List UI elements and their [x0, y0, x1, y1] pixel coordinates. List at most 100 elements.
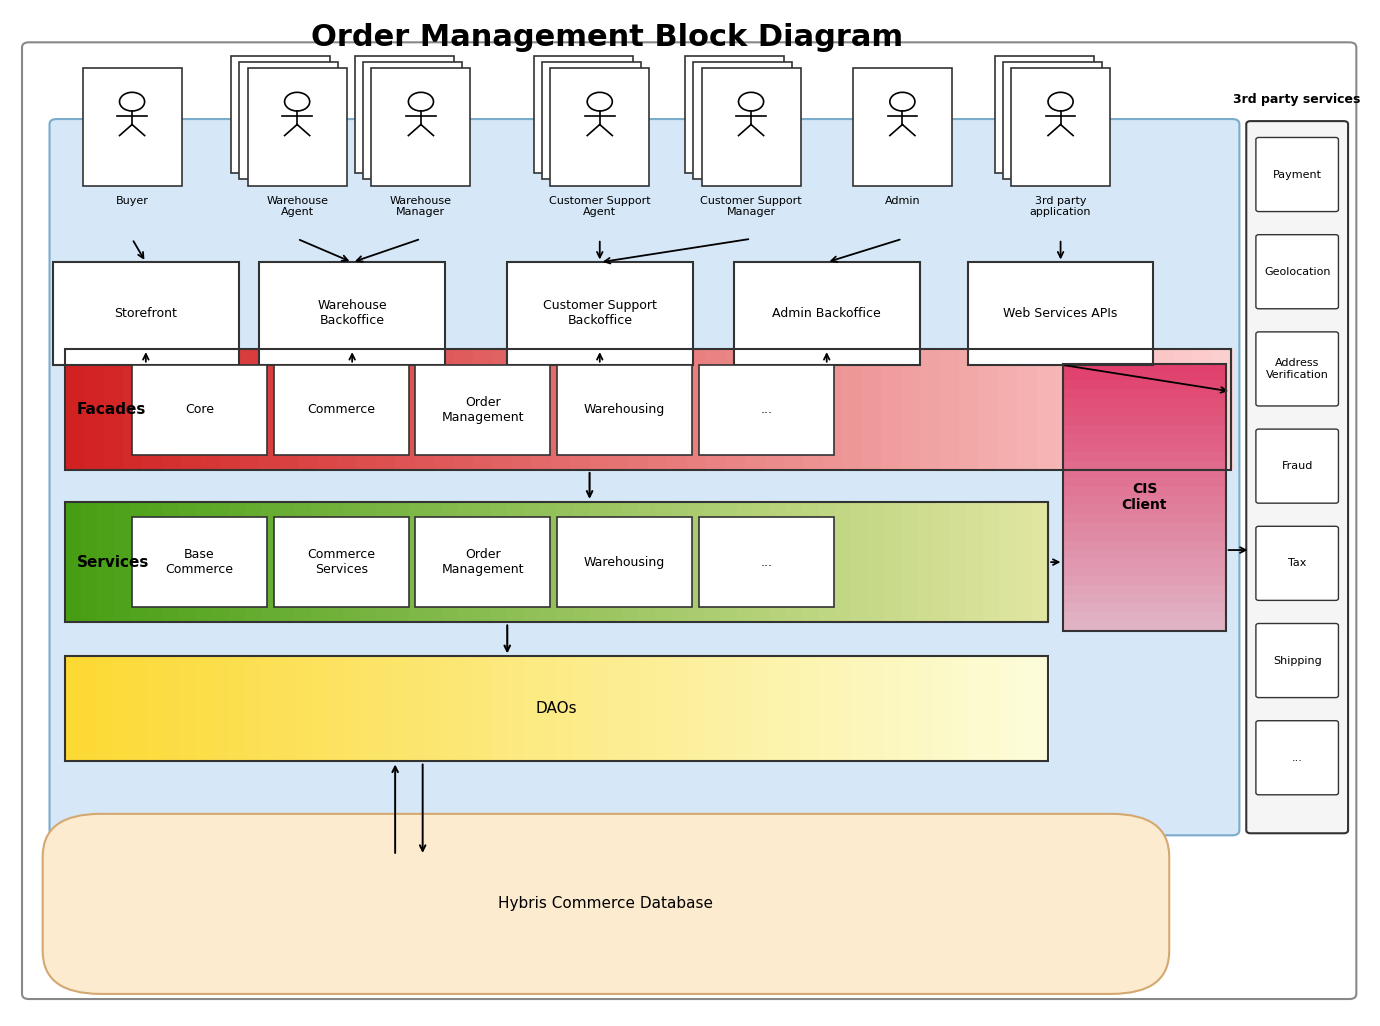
- FancyBboxPatch shape: [551, 68, 649, 186]
- Bar: [435, 349, 455, 470]
- FancyBboxPatch shape: [132, 517, 266, 607]
- Text: Commerce
Services: Commerce Services: [308, 548, 375, 577]
- Bar: [720, 657, 738, 760]
- Bar: [196, 502, 214, 623]
- Bar: [298, 349, 319, 470]
- Bar: [395, 349, 415, 470]
- Bar: [1064, 531, 1225, 542]
- Bar: [978, 349, 999, 470]
- Bar: [375, 349, 396, 470]
- Text: Admin: Admin: [885, 196, 920, 206]
- Bar: [277, 657, 295, 760]
- Bar: [229, 657, 247, 760]
- FancyBboxPatch shape: [259, 263, 444, 364]
- Bar: [1212, 349, 1232, 470]
- Bar: [940, 349, 960, 470]
- Bar: [531, 349, 552, 470]
- FancyBboxPatch shape: [698, 517, 834, 607]
- Bar: [1173, 349, 1194, 470]
- Bar: [704, 657, 722, 760]
- Bar: [360, 657, 378, 760]
- Bar: [179, 502, 197, 623]
- Text: Buyer: Buyer: [116, 196, 149, 206]
- Bar: [787, 657, 803, 760]
- Bar: [1064, 470, 1225, 479]
- FancyBboxPatch shape: [247, 68, 346, 186]
- Bar: [113, 657, 131, 760]
- FancyBboxPatch shape: [1003, 62, 1101, 180]
- Bar: [344, 502, 362, 623]
- Text: ...: ...: [1292, 753, 1303, 762]
- Bar: [392, 657, 410, 760]
- Text: Geolocation: Geolocation: [1264, 267, 1330, 277]
- Bar: [327, 502, 345, 623]
- Bar: [770, 657, 788, 760]
- Bar: [1064, 611, 1225, 622]
- Text: Tax: Tax: [1288, 558, 1307, 568]
- Bar: [753, 657, 771, 760]
- Bar: [639, 502, 656, 623]
- Bar: [442, 502, 460, 623]
- Bar: [1064, 416, 1225, 426]
- Bar: [765, 349, 785, 470]
- Bar: [999, 502, 1017, 623]
- Bar: [294, 657, 312, 760]
- FancyBboxPatch shape: [558, 364, 691, 455]
- Bar: [1064, 425, 1225, 435]
- FancyBboxPatch shape: [701, 68, 800, 186]
- Bar: [918, 657, 934, 760]
- Bar: [868, 657, 886, 760]
- Bar: [240, 349, 261, 470]
- Bar: [966, 502, 984, 623]
- Text: Customer Support
Manager: Customer Support Manager: [700, 196, 802, 218]
- Text: Order
Management: Order Management: [442, 396, 524, 424]
- Bar: [802, 657, 820, 760]
- Bar: [1064, 407, 1225, 417]
- Bar: [654, 502, 672, 623]
- Bar: [1064, 567, 1225, 578]
- Bar: [310, 502, 328, 623]
- Bar: [556, 657, 574, 760]
- Bar: [628, 349, 649, 470]
- Bar: [606, 657, 624, 760]
- Bar: [1064, 577, 1225, 586]
- Bar: [622, 657, 640, 760]
- Bar: [1064, 362, 1225, 372]
- Text: 3rd party services: 3rd party services: [1234, 92, 1361, 106]
- Bar: [146, 502, 164, 623]
- Bar: [707, 349, 727, 470]
- Text: DAOs: DAOs: [535, 701, 577, 716]
- Bar: [835, 657, 853, 760]
- Bar: [556, 502, 574, 623]
- Bar: [551, 349, 571, 470]
- Bar: [540, 657, 558, 760]
- Bar: [622, 502, 640, 623]
- Bar: [589, 657, 607, 760]
- Bar: [261, 502, 279, 623]
- FancyBboxPatch shape: [558, 517, 691, 607]
- Bar: [491, 657, 509, 760]
- Bar: [1064, 505, 1225, 515]
- FancyBboxPatch shape: [1256, 526, 1339, 600]
- Bar: [1064, 451, 1225, 462]
- Bar: [508, 657, 524, 760]
- Bar: [671, 502, 689, 623]
- Bar: [98, 502, 115, 623]
- Bar: [920, 349, 941, 470]
- Bar: [475, 657, 493, 760]
- Bar: [491, 502, 509, 623]
- Bar: [1075, 349, 1097, 470]
- Text: Warehousing: Warehousing: [584, 556, 665, 568]
- Bar: [196, 657, 214, 760]
- Bar: [113, 502, 131, 623]
- Bar: [246, 502, 262, 623]
- Bar: [803, 349, 824, 470]
- Bar: [639, 657, 656, 760]
- Text: Warehouse
Manager: Warehouse Manager: [391, 196, 451, 218]
- Bar: [1154, 349, 1174, 470]
- Text: Address
Verification: Address Verification: [1265, 358, 1329, 380]
- Bar: [745, 349, 766, 470]
- Bar: [310, 657, 328, 760]
- Bar: [475, 502, 493, 623]
- Bar: [671, 657, 689, 760]
